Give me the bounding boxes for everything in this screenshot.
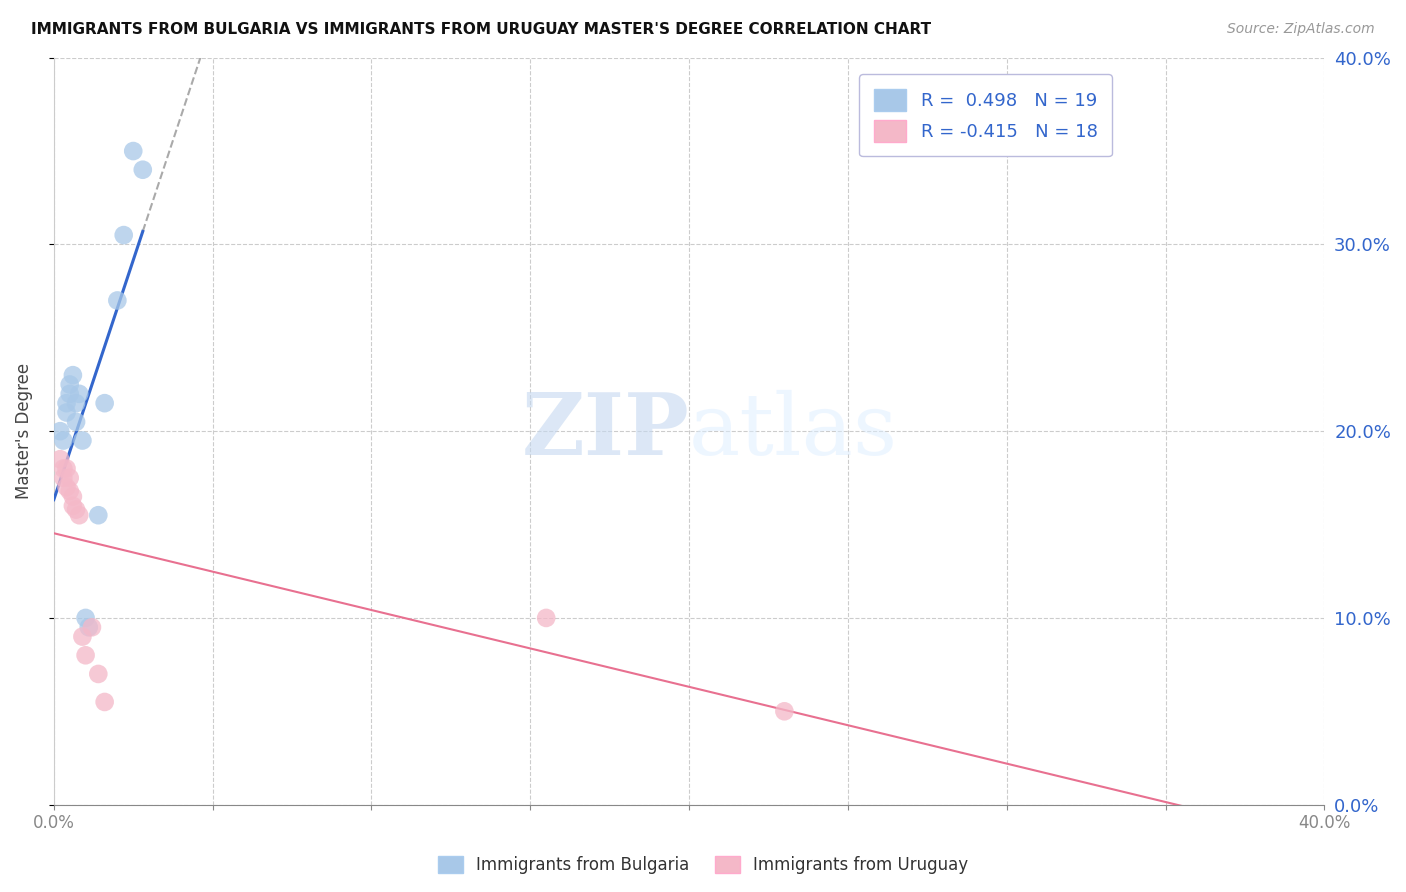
Point [55, 480, 77, 494]
Point [59, 483, 82, 498]
Legend: Immigrants from Bulgaria, Immigrants from Uruguay: Immigrants from Bulgaria, Immigrants fro… [432, 849, 974, 881]
Legend: R =  0.498   N = 19, R = -0.415   N = 18: R = 0.498 N = 19, R = -0.415 N = 18 [859, 74, 1112, 156]
Point [93, 695, 115, 709]
Text: Source: ZipAtlas.com: Source: ZipAtlas.com [1227, 22, 1375, 37]
Point [62, 499, 84, 513]
Text: ZIP: ZIP [522, 389, 689, 473]
Point [72, 434, 94, 448]
Point [52, 434, 75, 448]
Point [534, 611, 557, 625]
Point [122, 144, 145, 158]
Point [75, 648, 97, 663]
Point [62, 490, 84, 504]
Point [55, 461, 77, 475]
Point [65, 396, 87, 410]
Point [65, 415, 87, 429]
Point [59, 387, 82, 401]
Point [55, 396, 77, 410]
Point [67, 387, 90, 401]
Point [80, 620, 103, 634]
Point [62, 368, 84, 383]
Point [59, 377, 82, 392]
Point [55, 405, 77, 419]
Point [112, 228, 135, 243]
Point [773, 704, 796, 718]
Point [52, 461, 75, 475]
Point [87, 508, 110, 523]
Point [132, 162, 155, 177]
Point [49, 424, 72, 438]
Point [93, 396, 115, 410]
Point [72, 630, 94, 644]
Point [67, 508, 90, 523]
Point [65, 502, 87, 516]
Text: atlas: atlas [689, 390, 898, 473]
Point [49, 452, 72, 467]
Point [87, 667, 110, 681]
Point [59, 471, 82, 485]
Point [77, 620, 100, 634]
Point [52, 471, 75, 485]
Point [105, 293, 128, 308]
Point [75, 611, 97, 625]
Text: IMMIGRANTS FROM BULGARIA VS IMMIGRANTS FROM URUGUAY MASTER'S DEGREE CORRELATION : IMMIGRANTS FROM BULGARIA VS IMMIGRANTS F… [31, 22, 931, 37]
Y-axis label: Master's Degree: Master's Degree [15, 363, 32, 500]
